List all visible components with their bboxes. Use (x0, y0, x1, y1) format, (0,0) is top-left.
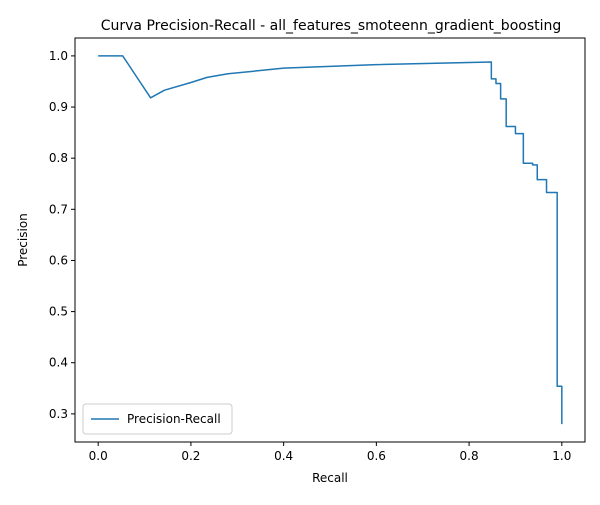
y-tick-label: 0.3 (49, 407, 68, 421)
x-tick-label: 0.2 (181, 449, 200, 463)
x-tick-label: 0.6 (367, 449, 386, 463)
y-tick-label: 0.5 (49, 305, 68, 319)
legend: Precision-Recall (82, 403, 233, 435)
plot-area (98, 55, 563, 425)
y-tick-label: 1.0 (49, 49, 68, 63)
y-axis-title: Precision (16, 213, 30, 267)
x-axis: 0.0 0.2 0.4 0.6 0.8 1.0 (89, 442, 571, 463)
y-tick-label: 0.4 (49, 356, 68, 370)
x-tick-label: 1.0 (552, 449, 571, 463)
axes-frame (74, 37, 586, 443)
legend-label: Precision-Recall (127, 412, 221, 426)
x-tick-label: 0.0 (89, 449, 108, 463)
y-tick-label: 0.7 (49, 202, 68, 216)
legend-box (82, 403, 233, 435)
y-tick-label: 0.9 (49, 100, 68, 114)
y-tick-label: 0.8 (49, 151, 68, 165)
x-axis-title: Recall (312, 471, 348, 485)
x-tick-label: 0.4 (274, 449, 293, 463)
x-tick-label: 0.8 (460, 449, 479, 463)
y-tick-label: 0.6 (49, 253, 68, 267)
series-line-0 (98, 55, 563, 425)
chart-title: Curva Precision-Recall - all_features_sm… (101, 18, 562, 34)
y-axis: 0.3 0.4 0.5 0.6 0.7 0.8 0.9 1.0 (49, 49, 75, 421)
